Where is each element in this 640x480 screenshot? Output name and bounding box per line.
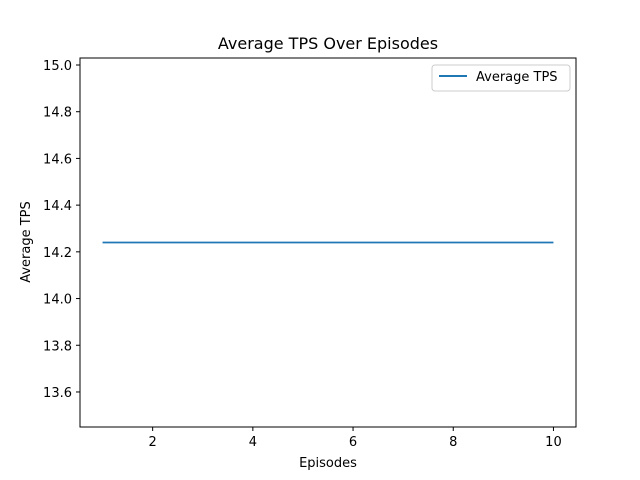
- y-tick-label: 15.0: [43, 59, 72, 74]
- y-tick-label: 14.0: [43, 293, 72, 308]
- y-axis-label: Average TPS: [19, 201, 34, 283]
- legend-box: [431, 64, 571, 92]
- y-tick-label: 14.6: [43, 152, 72, 167]
- legend-label: Average TPS: [476, 70, 558, 85]
- y-tick-label: 14.2: [43, 246, 72, 261]
- axis-ticks: 2 4 6 8 10 13.6 13.8 14.0 14.2 14.4 14.6 14.8 15.0: [43, 59, 562, 450]
- chart-title: Average TPS Over Episodes: [218, 34, 438, 53]
- x-tick-label: 6: [349, 435, 357, 450]
- plot-frame: [79, 57, 577, 428]
- x-tick-label: 8: [449, 435, 457, 450]
- x-tick-label: 2: [149, 435, 157, 450]
- legend: Average TPS: [431, 64, 571, 92]
- x-axis-label: Episodes: [299, 456, 357, 471]
- y-tick-label: 13.6: [43, 386, 72, 401]
- x-tick-label: 10: [545, 435, 562, 450]
- y-tick-label: 14.8: [43, 106, 72, 121]
- y-tick-label: 13.8: [43, 339, 72, 354]
- x-tick-label: 4: [249, 435, 257, 450]
- y-tick-label: 14.4: [43, 199, 72, 214]
